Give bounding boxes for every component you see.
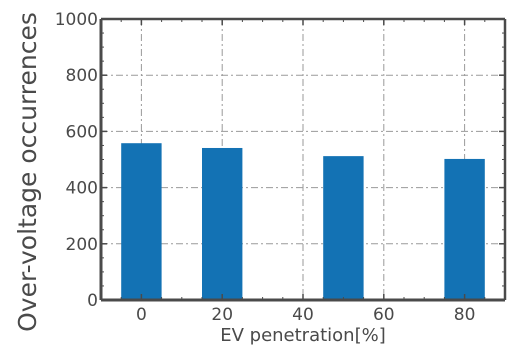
y-tick-label: 1000 xyxy=(55,10,98,30)
y-tick-label: 800 xyxy=(66,66,98,86)
y-tick-label: 600 xyxy=(66,122,98,142)
bar xyxy=(323,156,364,300)
y-tick-label: 0 xyxy=(87,291,98,311)
bars xyxy=(121,143,485,300)
x-tick-label: 20 xyxy=(211,305,233,325)
x-tick-label: 40 xyxy=(292,305,314,325)
x-tick-label: 0 xyxy=(136,305,147,325)
plot-frame xyxy=(99,17,507,302)
bar xyxy=(444,158,485,300)
x-tick-label: 80 xyxy=(454,305,476,325)
y-axis-label: Over-voltage occurrences xyxy=(13,12,42,332)
y-tick-label: 200 xyxy=(66,235,98,255)
bar xyxy=(121,143,162,300)
y-tick-labels: 0 200 400 600 800 1000 xyxy=(55,10,98,311)
x-tick-label: 60 xyxy=(373,305,395,325)
y-tick-label: 400 xyxy=(66,179,98,199)
x-axis-label: EV penetration[%] xyxy=(220,325,386,346)
bar xyxy=(202,147,243,300)
x-tick-labels: 0 20 40 60 80 xyxy=(136,305,475,325)
